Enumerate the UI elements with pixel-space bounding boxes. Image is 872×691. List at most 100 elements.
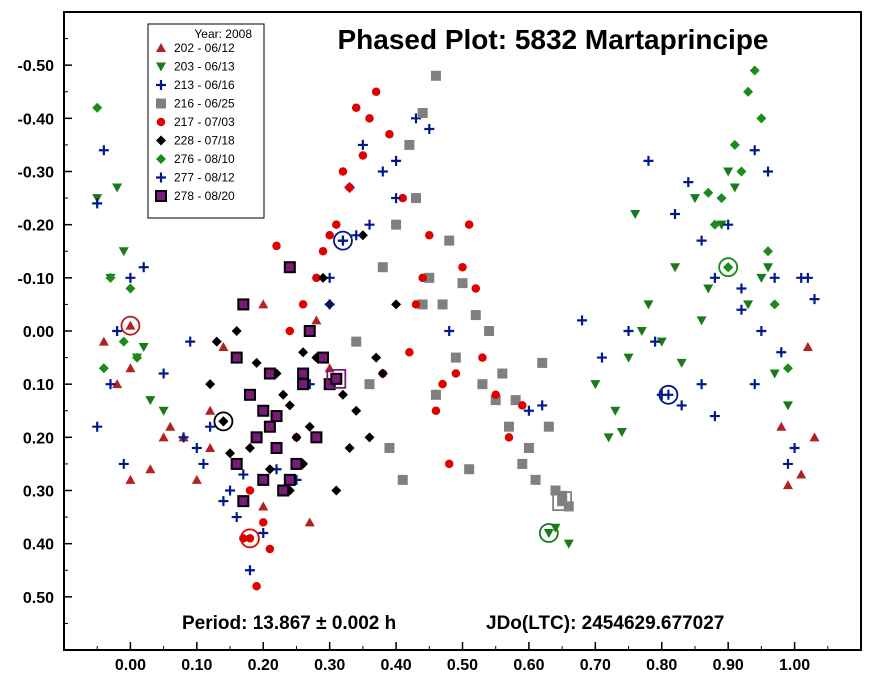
point-277	[444, 326, 455, 336]
point-277	[364, 219, 375, 230]
point-213	[231, 512, 242, 523]
point-228	[331, 485, 342, 496]
chart-title: Phased Plot: 5832 Martaprincipe	[337, 24, 768, 55]
legend-marker	[156, 172, 166, 183]
point-217	[451, 369, 461, 378]
point-228	[304, 421, 315, 432]
point-202	[218, 341, 229, 351]
point-276	[709, 219, 720, 230]
point-217	[444, 459, 454, 469]
point-216	[464, 464, 475, 475]
point-213	[198, 458, 209, 469]
point-228	[298, 347, 309, 358]
point-217	[371, 87, 381, 96]
point-213	[125, 272, 136, 283]
point-216	[517, 458, 528, 469]
legend-marker	[156, 117, 166, 127]
point-213	[377, 166, 388, 177]
highlight-ring	[552, 491, 573, 512]
point-217	[365, 114, 374, 123]
legend-entry-label: 216 - 06/25	[174, 97, 235, 111]
point-228	[244, 442, 255, 453]
point-276	[743, 86, 754, 97]
point-228	[231, 326, 242, 336]
point-213	[205, 421, 216, 432]
point-202	[809, 432, 820, 442]
y-tick-label: 0.20	[23, 430, 54, 447]
point-203-highlight	[543, 529, 554, 539]
point-277	[809, 294, 820, 305]
point-228	[364, 432, 375, 443]
point-217	[464, 220, 474, 229]
point-228-highlight	[218, 416, 229, 427]
point-202	[304, 517, 315, 527]
point-203	[630, 210, 641, 220]
point-228	[318, 272, 329, 283]
point-216	[477, 379, 488, 390]
point-277	[769, 272, 780, 283]
point-278	[257, 404, 270, 417]
point-216	[557, 490, 568, 501]
point-277	[696, 235, 707, 246]
point-217	[332, 220, 341, 229]
point-278	[263, 367, 276, 380]
point-203	[112, 183, 123, 193]
point-203	[138, 342, 149, 352]
point-202	[125, 474, 136, 484]
y-tick-label: 0.00	[23, 324, 54, 341]
point-228	[205, 379, 216, 390]
point-213	[763, 166, 774, 177]
point-277	[796, 272, 807, 283]
highlight-ring	[240, 528, 260, 549]
point-228	[337, 389, 348, 400]
point-203	[118, 247, 129, 257]
point-217	[478, 353, 487, 362]
point-228	[351, 405, 362, 416]
point-278	[297, 367, 310, 380]
x-tick-label: 0.50	[447, 657, 478, 674]
point-202	[258, 501, 269, 511]
point-202	[205, 442, 216, 452]
point-217	[312, 273, 321, 283]
point-278	[270, 410, 283, 423]
point-228	[344, 442, 355, 453]
point-213	[225, 485, 236, 496]
point-202	[191, 474, 202, 484]
point-213	[523, 405, 534, 416]
point-213	[191, 442, 202, 453]
point-213	[391, 155, 402, 166]
y-tick-label: -0.20	[18, 218, 55, 235]
legend-marker	[156, 80, 166, 90]
legend-entry-label: 203 - 06/13	[174, 60, 235, 74]
point-202	[796, 469, 807, 479]
point-203	[782, 401, 793, 411]
highlight-ring	[718, 257, 739, 278]
point-203	[696, 316, 707, 326]
point-217	[318, 247, 328, 256]
legend-entry-label: 277 - 08/12	[174, 171, 235, 185]
highlight-ring	[333, 230, 353, 251]
y-tick-label: -0.10	[18, 271, 55, 288]
x-tick-label: 0.40	[381, 657, 412, 674]
x-tick-label: 0.10	[181, 657, 212, 674]
point-217	[398, 193, 407, 203]
point-203	[716, 220, 727, 230]
point-216	[563, 501, 574, 512]
jdo-label: JDo(LTC): 2454629.677027	[486, 613, 724, 634]
point-217	[418, 273, 427, 283]
point-276	[98, 363, 109, 374]
point-217	[518, 401, 527, 410]
point-217	[405, 348, 414, 357]
point-276	[736, 166, 747, 177]
point-217	[458, 262, 467, 272]
point-217	[411, 300, 421, 309]
point-276	[105, 272, 116, 283]
point-216	[417, 299, 428, 310]
point-217	[471, 284, 481, 293]
x-tick-label: 0.00	[115, 657, 146, 674]
point-203	[729, 183, 740, 193]
legend-marker	[156, 154, 166, 164]
point-276	[769, 299, 780, 310]
y-tick-label: -0.40	[18, 111, 55, 128]
